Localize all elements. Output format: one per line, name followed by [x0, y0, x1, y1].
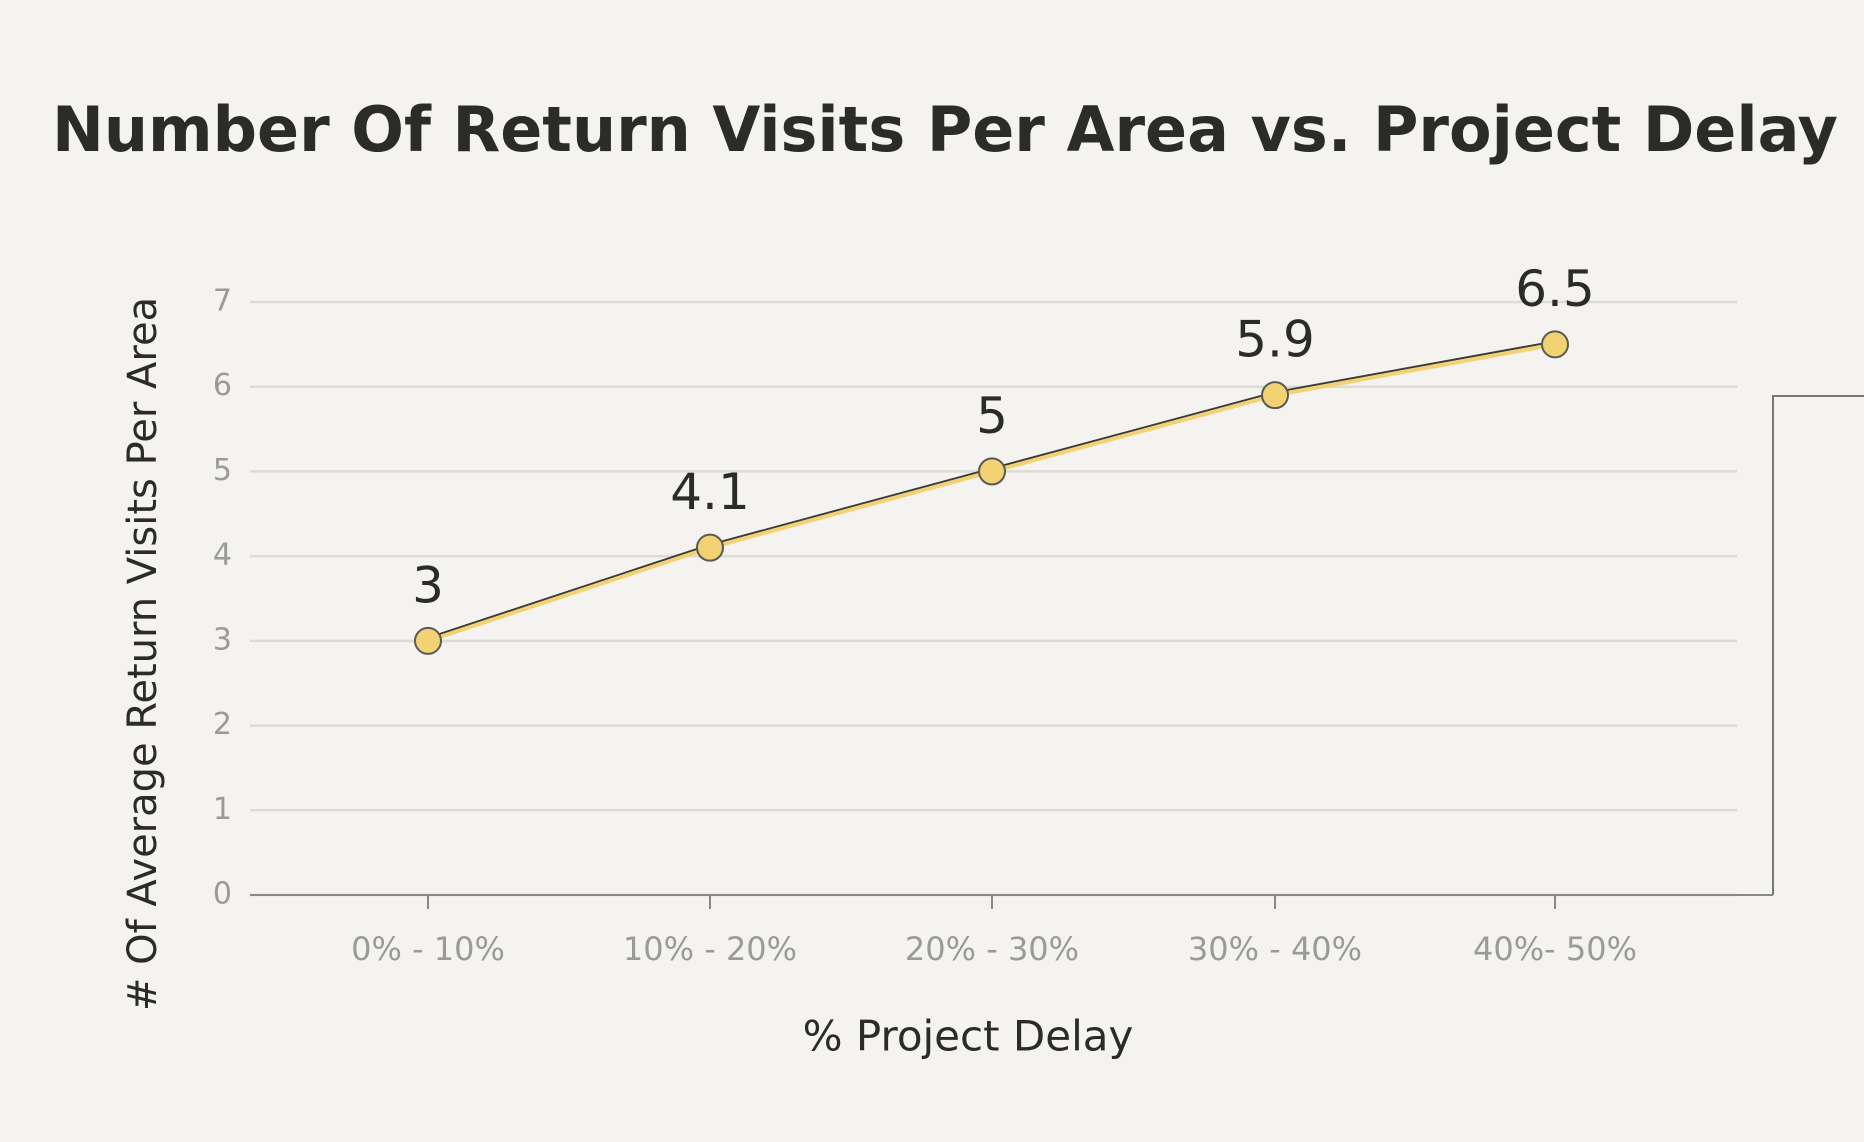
y-tick-label: 6 [213, 368, 232, 403]
x-tick-label: 30% - 40% [1188, 930, 1362, 968]
y-tick-label: 4 [213, 538, 232, 573]
y-tick-label: 5 [213, 453, 232, 488]
data-label: 5.9 [1235, 311, 1315, 369]
point [414, 626, 442, 655]
y-tick-label: 3 [213, 622, 232, 657]
x-tick-label: 40%- 50% [1473, 930, 1637, 968]
y-tick-label: 0 [213, 877, 232, 912]
x-tick-label: 0% - 10% [351, 930, 505, 968]
decor-bracket [1772, 395, 1864, 895]
x-axis-label: % Project Delay [803, 1012, 1134, 1061]
y-tick-label: 2 [213, 707, 232, 742]
chart-title: Number Of Return Visits Per Area vs. Pro… [52, 93, 1838, 166]
point [696, 533, 724, 562]
data-label: 3 [412, 556, 444, 614]
point [1541, 330, 1569, 359]
x-tick-label: 20% - 30% [905, 930, 1079, 968]
y-tick-label: 1 [213, 792, 232, 827]
data-label: 6.5 [1515, 260, 1595, 318]
data-label: 4.1 [670, 463, 750, 521]
point [1261, 381, 1289, 410]
x-tick-label: 10% - 20% [623, 930, 797, 968]
point [978, 457, 1006, 486]
y-tick-label: 7 [213, 284, 232, 319]
data-label: 5 [976, 387, 1008, 445]
y-axis-label: # Of Average Return Visits Per Area [120, 297, 166, 1011]
